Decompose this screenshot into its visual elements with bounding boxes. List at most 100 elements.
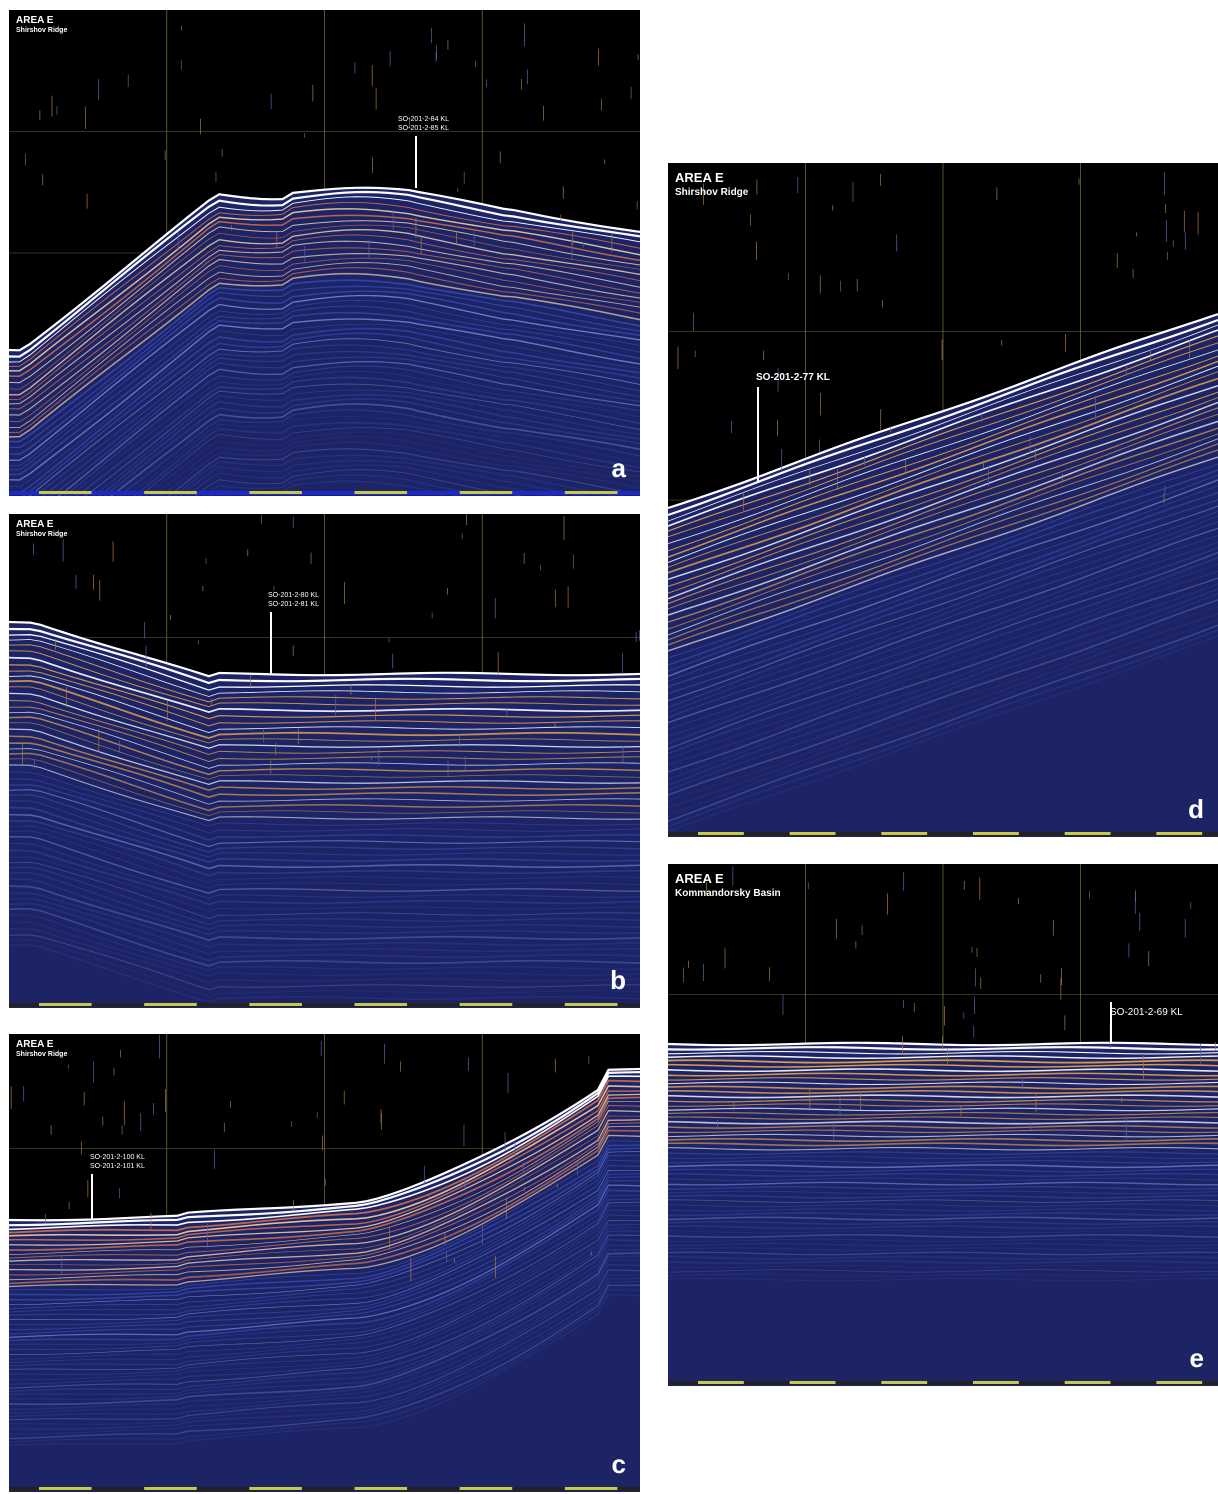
reflector-line bbox=[9, 1252, 640, 1406]
reflector-line bbox=[668, 1212, 1218, 1217]
reflector-line bbox=[9, 318, 640, 481]
reflector-line bbox=[668, 613, 1218, 809]
reflector-line bbox=[9, 257, 640, 423]
reflector-line bbox=[668, 329, 1218, 527]
reflector-line bbox=[668, 485, 1218, 682]
reflector-line bbox=[668, 438, 1218, 636]
reflector-line bbox=[668, 1059, 1218, 1064]
reflector-line bbox=[9, 1085, 640, 1237]
reflector-line bbox=[9, 1105, 640, 1259]
reflector-line bbox=[9, 1201, 640, 1355]
reflector-line bbox=[9, 1274, 640, 1425]
reflector-line bbox=[9, 784, 640, 841]
scale-bar-segment bbox=[789, 832, 836, 835]
scale-bar-segment bbox=[564, 1003, 618, 1006]
reflector-line bbox=[9, 201, 640, 368]
reflector-line bbox=[9, 1288, 640, 1443]
panel-b-subtitle: Shirshov Ridge bbox=[16, 531, 68, 538]
reflector-line bbox=[668, 1164, 1218, 1169]
reflector-line bbox=[668, 577, 1218, 773]
reflector-line bbox=[668, 1242, 1218, 1247]
reflector-line bbox=[668, 1142, 1218, 1147]
reflector-line bbox=[9, 311, 640, 476]
reflector-line bbox=[9, 1234, 640, 1389]
reflector-line bbox=[58, 360, 640, 496]
reflector-line bbox=[9, 686, 640, 744]
panel-d-letter: d bbox=[1188, 794, 1204, 824]
reflector-line bbox=[668, 1278, 1218, 1282]
reflector-line bbox=[9, 208, 640, 372]
scale-bar-segment bbox=[144, 1003, 197, 1006]
reflector-line bbox=[668, 1160, 1218, 1164]
reflector-line bbox=[9, 1239, 640, 1393]
reflector-line bbox=[668, 1225, 1218, 1230]
reflector-line bbox=[668, 541, 1218, 737]
reflector-line bbox=[42, 351, 640, 496]
reflector-line bbox=[9, 866, 640, 926]
reflector-line bbox=[9, 1249, 640, 1400]
core-marker-a bbox=[415, 136, 417, 188]
reflector-line bbox=[9, 842, 640, 899]
reflector-line bbox=[9, 735, 640, 792]
reflector-line bbox=[9, 742, 640, 798]
reflector-line bbox=[9, 728, 640, 785]
reflector-line bbox=[668, 1186, 1218, 1190]
reflector-line bbox=[9, 247, 640, 410]
reflector-line bbox=[160, 442, 640, 496]
reflector-line bbox=[63, 365, 640, 496]
reflector-line bbox=[9, 716, 640, 776]
reflector-line bbox=[668, 624, 1218, 822]
reflector-line bbox=[9, 897, 640, 955]
seismic-profile-d bbox=[668, 163, 1218, 837]
reflector-line bbox=[9, 644, 640, 703]
reflector-line bbox=[9, 1093, 640, 1246]
panel-e-subtitle: Kommandorsky Basin bbox=[675, 888, 781, 899]
reflector-line bbox=[668, 1194, 1218, 1199]
profile-panel-b: AREA E Shirshov Ridge SO-201-2-80 KL SO-… bbox=[9, 514, 640, 1008]
reflector-line bbox=[194, 469, 524, 496]
scale-bar-segment bbox=[459, 1487, 513, 1490]
reflector-line bbox=[668, 1151, 1218, 1155]
reflector-line bbox=[668, 1199, 1218, 1203]
reflector-line bbox=[9, 214, 640, 377]
reflector-line bbox=[9, 914, 640, 972]
reflector-line bbox=[668, 1098, 1218, 1103]
reflector-line bbox=[9, 639, 640, 697]
reflector-line bbox=[9, 711, 640, 769]
reflector-line bbox=[9, 836, 640, 894]
reflector-line bbox=[668, 629, 1218, 828]
reflector-line bbox=[668, 1251, 1218, 1256]
reflector-line bbox=[668, 371, 1218, 568]
profile-panel-a: AREA E Shirshov Ridge SO-201-2-84 KL SO-… bbox=[9, 10, 640, 496]
panel-d-subtitle: Shirshov Ridge bbox=[675, 187, 749, 198]
reflector-line bbox=[9, 820, 640, 877]
reflector-line bbox=[168, 448, 640, 496]
reflector-line bbox=[668, 515, 1218, 714]
reflector-line bbox=[9, 872, 640, 931]
reflector-line bbox=[668, 385, 1218, 581]
reflector-line bbox=[9, 1195, 640, 1345]
scale-bar-segment bbox=[698, 1381, 744, 1384]
reflector-line bbox=[668, 606, 1218, 802]
reflector-line bbox=[9, 1184, 640, 1339]
reflector-line bbox=[9, 1067, 640, 1222]
reflector-line bbox=[208, 480, 464, 496]
reflector-line bbox=[668, 599, 1218, 796]
reflector-line bbox=[9, 1259, 640, 1414]
reflector-line bbox=[9, 1198, 640, 1351]
scale-bar bbox=[668, 1381, 1218, 1385]
reflector-line bbox=[668, 1063, 1218, 1068]
scale-bar-segment bbox=[881, 832, 928, 835]
reflector-line bbox=[668, 510, 1218, 708]
reflector-line bbox=[9, 813, 640, 870]
reflector-line bbox=[202, 474, 492, 496]
scale-bar-segment bbox=[564, 491, 618, 494]
reflector-line bbox=[668, 521, 1218, 719]
reflector-line bbox=[668, 324, 1218, 522]
reflector-line bbox=[9, 862, 640, 919]
reflector-line bbox=[9, 675, 640, 734]
scale-bar bbox=[668, 832, 1218, 836]
reflector-line bbox=[668, 1103, 1218, 1107]
reflector-line bbox=[668, 1155, 1218, 1160]
core-marker-c bbox=[91, 1174, 93, 1220]
